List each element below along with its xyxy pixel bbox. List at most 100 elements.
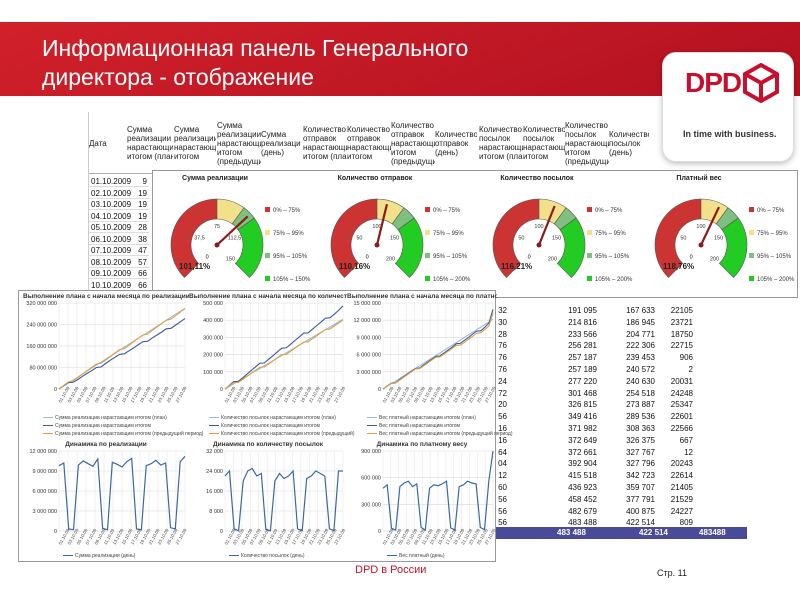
table-cell: 667 bbox=[679, 435, 693, 445]
y-tick-label: 600 000 bbox=[361, 476, 381, 482]
gauge-needle bbox=[700, 206, 720, 246]
table-cell: 24227 bbox=[670, 506, 693, 516]
table-cell: 56 bbox=[498, 494, 507, 504]
table-cell: 167 633 bbox=[626, 306, 655, 315]
table-cell: 22105 bbox=[670, 306, 693, 315]
chart-legend-item: Сумма реализации нарастающим итогом (пре… bbox=[43, 431, 203, 437]
dpd-logo-tagline: In time with business. bbox=[683, 129, 777, 139]
legend-swatch bbox=[425, 276, 430, 281]
legend-label: 75% – 95% bbox=[273, 231, 304, 237]
y-tick-label: 24 000 bbox=[206, 469, 223, 475]
table-cell: 204 771 bbox=[626, 329, 655, 339]
table-cell: 12 bbox=[684, 447, 693, 457]
gauge-tick-zero: 0 bbox=[528, 254, 531, 260]
footer-text: DPD в России bbox=[355, 564, 427, 576]
y-tick-label: 240 000 000 bbox=[26, 323, 57, 329]
table-header-cell: Сумма реализации нарастающим итогом (пла… bbox=[127, 125, 173, 161]
table-row: 04.10.2009 19 bbox=[89, 211, 149, 222]
gauge-tick-label: 75 bbox=[214, 224, 220, 230]
legend-label: Вес платный нарастающим итогом (предыдущ… bbox=[379, 431, 513, 437]
table-cell: 22601 bbox=[670, 412, 693, 422]
gauge-legend-item: 0% – 75% bbox=[587, 207, 622, 215]
gauge-tick-label: 200 bbox=[548, 256, 557, 262]
table-cell: 257 189 bbox=[568, 365, 597, 374]
legend-label: 95% – 105% bbox=[595, 254, 630, 260]
gauge-legend-item: 75% – 95% bbox=[587, 230, 626, 238]
value-cell: 19 bbox=[138, 188, 147, 198]
legend-label: 95% – 105% bbox=[757, 254, 792, 260]
value-cell: 19 bbox=[138, 211, 147, 221]
date-cell: 09.10.2009 bbox=[91, 269, 132, 278]
legend-line-swatch bbox=[229, 554, 239, 557]
legend-label: 75% – 95% bbox=[595, 231, 626, 237]
gauge-percent: 101,11% bbox=[179, 262, 211, 271]
legend-label: Сумма реализации нарастающим итогом (пре… bbox=[55, 431, 204, 437]
y-tick-label: 0 bbox=[378, 529, 381, 535]
gauge-tick-label: 100 bbox=[534, 224, 543, 230]
table-cell: 12 bbox=[498, 471, 507, 481]
legend-swatch bbox=[265, 253, 270, 258]
legend-label: Вес платный нарастающим итогом (план) bbox=[379, 415, 476, 421]
gauge-hub bbox=[214, 242, 220, 248]
y-tick-label: 0 bbox=[378, 387, 381, 393]
table-cell: 327 767 bbox=[626, 447, 655, 457]
date-cell: 01.10.2009 bbox=[91, 177, 132, 186]
table-cell: 415 518 bbox=[568, 471, 597, 481]
legend-swatch bbox=[587, 230, 592, 235]
table-cell: 56 bbox=[498, 412, 507, 422]
legend-line-swatch bbox=[367, 432, 377, 435]
table-cell: 60 bbox=[498, 483, 507, 492]
table-header: Дата Сумма реализации нарастающим итогом … bbox=[89, 112, 649, 174]
date-cell: 06.10.2009 bbox=[91, 234, 132, 244]
table-cell: 372 661 bbox=[568, 447, 597, 457]
gauge-legend-item: 95% – 105% bbox=[425, 253, 467, 261]
chart-title: Динамика по платному весу bbox=[376, 441, 468, 448]
legend-label: 75% – 95% bbox=[433, 231, 464, 237]
chart-title: Динамика по реализации bbox=[65, 441, 147, 448]
legend-swatch bbox=[425, 230, 430, 235]
date-cell: 05.10.2009 bbox=[91, 223, 132, 232]
date-cell: 02.10.2009 bbox=[91, 188, 132, 198]
value-cell: 66 bbox=[138, 269, 147, 278]
line-chart: Динамика по количеству посылок 32 000 24 0… bbox=[189, 441, 347, 561]
y-tick-label: 500 000 bbox=[203, 301, 223, 307]
value-cell: 57 bbox=[138, 257, 147, 267]
value-cell: 9 bbox=[142, 177, 147, 186]
line-chart: Выполнение плана с начала месяца по реал… bbox=[23, 293, 203, 441]
gauge-tick-label: 50 bbox=[518, 236, 524, 242]
gauge-legend-item: 105% – 200% bbox=[425, 276, 470, 284]
legend-line-swatch bbox=[209, 432, 219, 435]
legend-label: Количество посылок нарастающим итогом bbox=[221, 423, 320, 429]
table-cell: 326 815 bbox=[568, 400, 597, 410]
y-tick-label: 0 bbox=[220, 529, 223, 535]
table-header-cell: Количество посылок нарастающим итогом (п… bbox=[479, 125, 523, 161]
legend-swatch bbox=[587, 276, 592, 281]
chart-title: Выполнение плана с начала месяца по плат… bbox=[347, 293, 497, 300]
table-cell: 21405 bbox=[670, 483, 693, 492]
legend-swatch bbox=[587, 207, 592, 212]
table-cell: 2 bbox=[688, 365, 693, 374]
legend-label: 0% – 75% bbox=[757, 208, 785, 214]
line-chart: Выполнение плана с начала месяца по коли… bbox=[189, 293, 355, 441]
chart-legend-item: Количество посылок нарастающим итогом bbox=[209, 423, 320, 429]
gauge-tick-label: 112,5 bbox=[228, 236, 241, 242]
table-cell: 326 375 bbox=[626, 435, 655, 445]
table-cell: 257 187 bbox=[568, 353, 597, 363]
table-cell: 349 416 bbox=[568, 412, 597, 422]
table-cell: 400 875 bbox=[626, 506, 655, 516]
table-cell: 483 488 bbox=[568, 518, 597, 528]
legend-label: 105% – 200% bbox=[433, 277, 471, 283]
legend-swatch bbox=[425, 207, 430, 212]
legend-label: 105% – 150% bbox=[273, 277, 311, 283]
y-tick-label: 3 000 000 bbox=[357, 370, 381, 376]
table-cell: 240 630 bbox=[626, 376, 655, 386]
legend-label: 95% – 105% bbox=[273, 254, 308, 260]
gauge-title: Количество отправок bbox=[337, 175, 413, 182]
table-cell: 240 572 bbox=[626, 365, 655, 374]
gauge-tick-label: 200 bbox=[386, 256, 395, 262]
chart-legend-item: Количество посылок (день) bbox=[229, 553, 305, 559]
slide-title-line-2: директора - отображение bbox=[42, 64, 314, 90]
table-cell: 301 468 bbox=[568, 388, 597, 398]
